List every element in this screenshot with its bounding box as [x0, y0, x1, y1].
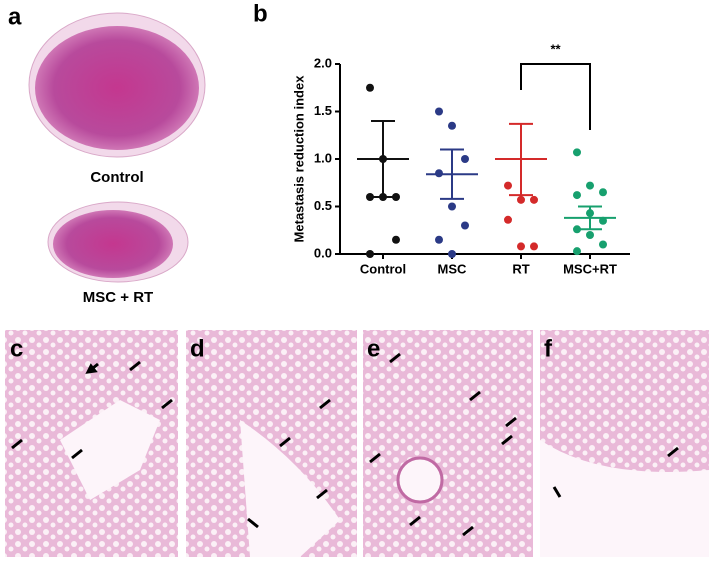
panel-label: d — [190, 335, 205, 362]
data-point — [461, 221, 469, 230]
airway — [60, 400, 160, 500]
data-point — [517, 195, 525, 204]
significance-bracket — [520, 63, 591, 130]
data-point — [517, 242, 525, 251]
panel-label: c — [10, 335, 23, 362]
y-tick-label: 1.5 — [314, 103, 332, 118]
data-point — [530, 195, 538, 204]
significance-label: ** — [550, 41, 561, 56]
y-tick-label: 1.0 — [314, 150, 332, 165]
data-point — [392, 193, 400, 201]
data-point — [366, 83, 374, 92]
data-point — [366, 250, 374, 258]
y-tick-label: 0.5 — [314, 198, 332, 213]
caption: Control — [90, 169, 143, 186]
data-point — [573, 191, 581, 200]
x-tick-label: MSC+RT — [563, 261, 617, 276]
histology-image — [363, 330, 533, 557]
panel-label: f — [544, 335, 553, 362]
airway — [396, 456, 444, 504]
panel-label: b — [253, 0, 268, 27]
x-tick-label: MSC — [438, 261, 468, 276]
data-point — [504, 181, 512, 190]
data-point — [461, 155, 469, 163]
data-point — [448, 202, 456, 211]
tumor-section — [53, 210, 173, 278]
data-point — [392, 235, 400, 244]
data-point — [530, 242, 538, 251]
data-point — [573, 247, 581, 256]
y-axis-label: Metastasis reduction index — [291, 75, 306, 243]
dot-plot: 0.0 0.5 1.0 1.5 2.0 Metastasis reduction inde… — [291, 41, 630, 276]
data-point — [599, 240, 607, 249]
arrows — [11, 352, 679, 537]
data-point — [435, 235, 443, 244]
data-point — [586, 231, 594, 239]
data-point — [599, 188, 607, 197]
airway — [540, 440, 709, 557]
panel-label: e — [367, 335, 380, 362]
data-point — [435, 107, 443, 116]
caption: MSC + RT — [83, 289, 153, 306]
data-point — [586, 181, 594, 190]
y-tick-label: 2.0 — [314, 55, 332, 70]
x-tick-label: RT — [512, 261, 529, 276]
data-point — [448, 250, 456, 258]
data-point — [573, 225, 581, 234]
airway — [240, 420, 340, 557]
data-point — [366, 193, 374, 201]
data-point — [504, 215, 512, 224]
data-point — [573, 148, 581, 157]
y-tick-label: 0.0 — [314, 245, 332, 260]
data-point — [448, 121, 456, 130]
panel-label: a — [8, 3, 22, 30]
tumor-section — [35, 26, 199, 150]
x-tick-label: Control — [360, 261, 406, 276]
